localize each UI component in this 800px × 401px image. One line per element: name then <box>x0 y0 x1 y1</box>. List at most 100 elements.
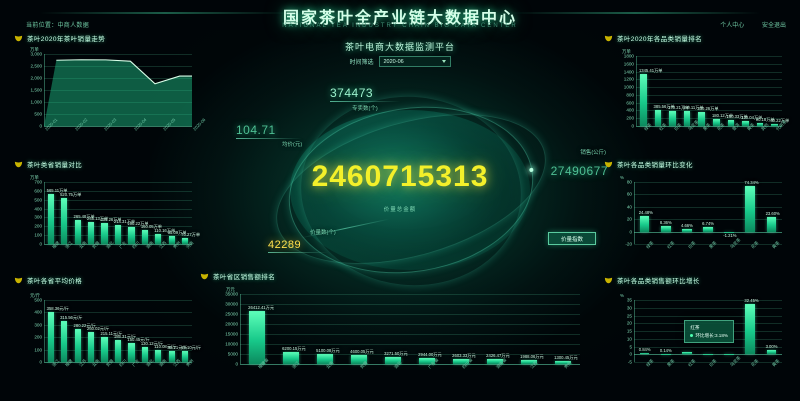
panel-title: 茶叶类省销量对比 <box>27 162 83 169</box>
panel-category-volume-mom: 茶叶各品类销量环比变化 80 60 40 20 0 -20 24.48% 8.36% 4.66%… <box>604 158 790 270</box>
y-axis-tick: 5 <box>629 344 632 349</box>
bar-value-label: 85.09万单 <box>167 230 187 236</box>
bar <box>128 343 135 362</box>
link-logout[interactable]: 安全退出 <box>761 23 786 29</box>
chart-province-avg-price: 500 400 300 200 100 0 358.36元/斤 315.56元/斤 280.22… <box>14 286 201 388</box>
bar-value-label: 180.12万单 <box>711 113 734 118</box>
x-axis-tick: 2020-06 <box>192 117 207 132</box>
platform-title: 茶叶电商大数据监测平台 <box>344 42 455 52</box>
gridline <box>44 300 192 301</box>
gridline <box>240 354 580 355</box>
bar-value-label: 265.48万单 <box>73 214 95 220</box>
y-axis-tick: 600 <box>626 100 634 106</box>
bar <box>47 312 54 362</box>
y-axis-line <box>44 54 45 126</box>
page-title: 国家茶叶全产业链大数据中心 <box>282 10 517 27</box>
bar <box>351 354 367 364</box>
plot-area: 500 400 300 200 100 0 358.36元/斤 315.56元/斤 280.22… <box>34 298 201 368</box>
y-axis-tick: 15 <box>626 328 632 334</box>
bar-value-label: 358.36元/斤 <box>46 306 69 312</box>
bar <box>727 120 735 126</box>
bar-value-label: 23.60% <box>765 210 780 216</box>
bar-value-label: 5100.08万元 <box>316 347 340 353</box>
kpi-specialty-count: 374473 专卖数(个) <box>330 86 400 112</box>
bar <box>101 336 108 362</box>
bar-value-label: 2603.33万元 <box>452 352 476 358</box>
kpi-sales-weight: 销售(公斤) 27490677 <box>536 148 608 178</box>
total-amount-value: 2460715313 <box>311 160 489 193</box>
y-axis-unit: % <box>620 175 624 180</box>
x-axis-tick: 黄茶 <box>771 358 781 368</box>
bar-value-label: 74.34% <box>744 179 759 185</box>
gridline <box>634 300 782 301</box>
bar <box>249 311 265 364</box>
panel-title: 茶叶2020年各品类销量排名 <box>617 36 703 43</box>
panel-header: 茶叶省区销售额排名 <box>200 270 592 282</box>
y-axis-tick: 20 <box>626 320 632 326</box>
y-axis-line <box>636 56 637 126</box>
bar <box>766 349 777 355</box>
bar <box>283 351 299 364</box>
bar <box>639 216 650 232</box>
y-axis-tick: 700 <box>34 179 42 185</box>
bar <box>683 111 691 126</box>
bar <box>74 220 81 244</box>
bar <box>660 226 671 232</box>
panel-title: 茶叶各省平均价格 <box>27 278 83 285</box>
kpi-average-price: 104.71 均价(元) <box>236 123 302 148</box>
time-filter: 时间筛选 2020-06 <box>0 56 800 67</box>
y-axis-tick: 0 <box>39 359 42 365</box>
bar <box>168 350 175 362</box>
bar <box>317 353 333 364</box>
page-subtitle: National Tea Industry Chain Big Data Cen… <box>282 23 518 29</box>
bar <box>698 111 706 126</box>
bar-value-label: 88.10元/斤 <box>181 345 202 351</box>
gridline <box>636 110 782 112</box>
kpi-value: 374473 <box>330 86 374 100</box>
y-axis-tick: 30000 <box>225 301 238 307</box>
bar-value-label: 120.04万单 <box>741 115 763 121</box>
panel-header: 茶叶各品类销量环比变化 <box>604 158 790 170</box>
time-filter-select[interactable]: 2020-06 <box>378 56 451 67</box>
x-axis-tick: 白茶 <box>686 240 697 250</box>
y-axis-line <box>634 182 635 244</box>
y-axis-tick: 35000 <box>225 291 238 297</box>
y-axis-tick: 200 <box>34 334 42 340</box>
bar <box>61 321 68 362</box>
bar-value-label: 1345.41万单 <box>638 67 663 73</box>
bar <box>681 352 692 355</box>
bar <box>419 358 435 364</box>
y-axis-unit: % <box>620 293 624 298</box>
x-axis-tick: 花茶 <box>750 358 760 368</box>
breadcrumb: 当前位置：中商人数据 <box>26 23 90 29</box>
zero-baseline <box>636 126 782 127</box>
bar <box>487 359 503 364</box>
bar-value-label: 60.22万单 <box>770 117 790 123</box>
y-axis-tick: 300 <box>34 214 42 220</box>
leaf-icon <box>14 35 23 41</box>
price-index-button[interactable]: 价量指数 <box>548 232 596 245</box>
y-axis-tick: 80 <box>626 179 632 185</box>
gridline <box>636 118 782 120</box>
link-user-center[interactable]: 个人中心 <box>720 23 745 29</box>
panel-province-avg-price: 茶叶各省平均价格 500 400 300 200 100 0 358.36元/斤 315.56… <box>14 274 201 390</box>
bar-value-label: 110.16万单 <box>154 228 176 234</box>
y-axis-line <box>634 300 635 362</box>
y-axis-tick: 25 <box>626 313 632 318</box>
gridline <box>44 190 192 192</box>
bar-value-label: 95.21元/斤 <box>167 344 188 350</box>
bar-value-label: 130.12元/斤 <box>140 341 164 347</box>
chart-category-volume-rank: 1800 1600 1400 1200 1000 800 600 400 200 0 1345.41… <box>604 44 790 152</box>
bar <box>703 227 713 232</box>
gridline <box>634 346 782 348</box>
bar-value-label: 520.75万单 <box>60 191 82 197</box>
gridline <box>44 217 192 219</box>
y-axis-tick: 0 <box>631 123 634 129</box>
bar-value-label: 1300.45万元 <box>554 355 578 361</box>
y-axis-tick: 10 <box>626 336 632 342</box>
gridline <box>634 315 782 317</box>
y-axis-tick: 25000 <box>225 311 238 317</box>
kpi-caption: 价量数(个) <box>310 230 336 236</box>
y-axis-tick: -20 <box>625 241 632 247</box>
